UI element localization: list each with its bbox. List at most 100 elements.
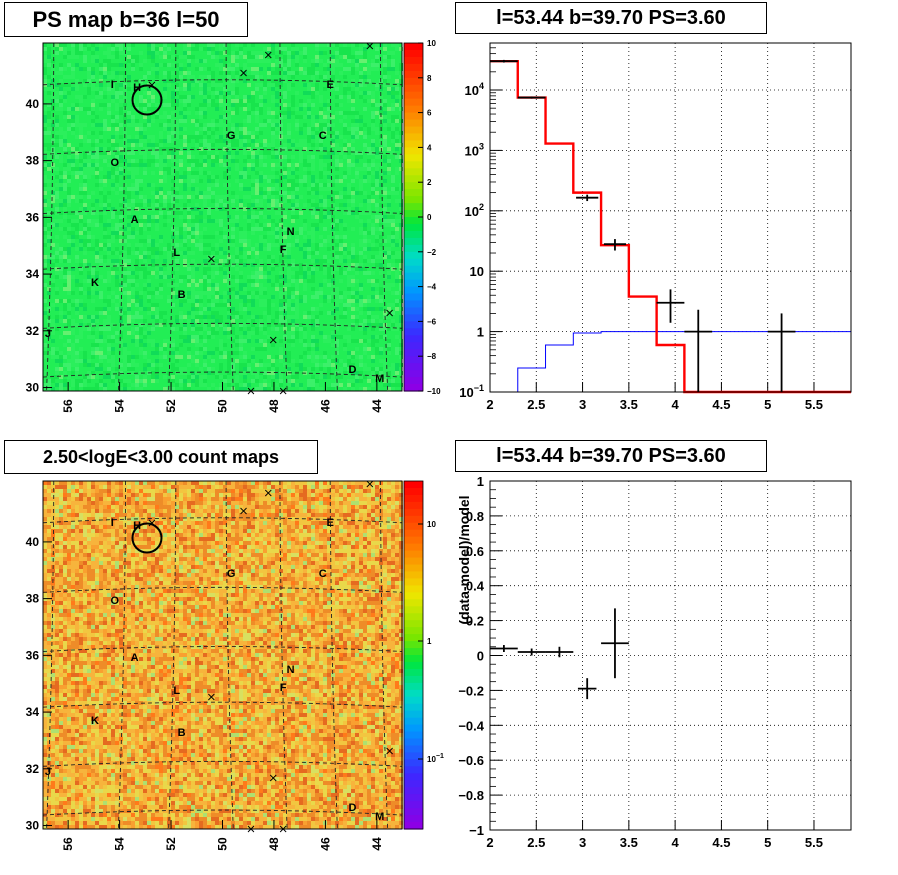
grid-meridian [168, 42, 177, 392]
source-cross-marker [366, 480, 374, 488]
map-y-tick-label: 38 [26, 592, 40, 606]
plot-frame [489, 42, 852, 393]
y-tick-label: −0.2 [458, 683, 484, 698]
grid-parallel [42, 208, 403, 214]
source-cross-marker [264, 51, 272, 59]
y-tick-label: 104 [465, 81, 484, 98]
y-tick-label: −0.6 [458, 753, 484, 768]
grid-meridian [168, 480, 177, 830]
map-x-tick-label: 46 [318, 399, 332, 413]
map-x-tick-label: 54 [113, 837, 127, 851]
source-label-b: B [178, 727, 186, 739]
colorbar-tick-label: 10 [427, 39, 436, 48]
map-y-tick-label: 30 [26, 819, 40, 833]
x-tick-label: 4 [672, 835, 680, 850]
grid-parallel [42, 760, 403, 767]
source-label-o: O [111, 595, 120, 607]
source-label-e: E [327, 79, 334, 91]
y-tick-label: 0 [477, 649, 484, 664]
y-tick-label: 10−1 [459, 383, 484, 400]
plot-area [490, 43, 851, 392]
grid-meridian [46, 42, 55, 392]
source-label-d: D [349, 364, 357, 376]
grid-meridian [380, 42, 389, 392]
x-tick-label: 2 [486, 835, 493, 850]
map-coordinate-grid [42, 42, 403, 392]
colorbar: 10 8 6 4 2 0 −2 −4 −6 −8 −10 [403, 39, 441, 396]
source-label-h: H [133, 520, 141, 532]
map-x-tick-label: 52 [164, 399, 178, 413]
x-tick-label: 5.5 [805, 835, 823, 850]
colorbar-tick-label: 10 [427, 520, 436, 529]
x-tick-label: 3 [579, 397, 586, 412]
source-label-a: A [131, 214, 139, 226]
y-tick-label: 1 [477, 474, 484, 489]
sky-map-3: A B C D E F G H I J K L M N O 56 54 52 50 48 46 44 30 32 34 36 38 4… [26, 480, 444, 851]
source-cross-marker [366, 42, 374, 50]
source-label-o: O [111, 157, 120, 169]
source-label-g: G [227, 568, 236, 580]
source-cross-marker [269, 774, 277, 782]
x-tick-label: 4 [672, 397, 680, 412]
y-tick-label: 0.8 [466, 509, 484, 524]
grid-parallel [42, 263, 403, 270]
y-tick-label: 0.4 [466, 579, 485, 594]
x-tick-label: 4.5 [712, 397, 730, 412]
colorbar-tick-label: −10 [427, 387, 441, 396]
source-label-c: C [319, 130, 327, 142]
colorbar-tick-label: 2 [427, 178, 432, 187]
map-y-tick-label: 30 [26, 381, 40, 395]
colorbar-frame [403, 480, 424, 830]
x-tick-label: 2 [486, 397, 493, 412]
grid-meridian [117, 480, 127, 830]
source-label-b: B [178, 289, 186, 301]
y-tick-label: −1 [469, 823, 484, 838]
colorbar-tick-label: −4 [427, 283, 437, 292]
y-tick-label: −0.8 [458, 788, 484, 803]
map-x-tick-label: 46 [318, 837, 332, 851]
colorbar-tick-label: 0 [427, 213, 432, 222]
colorbar-tick-label: 10−1 [427, 753, 444, 764]
y-tick-label: 102 [465, 202, 484, 219]
grid-meridian [380, 480, 389, 830]
source-cross-marker [208, 255, 215, 263]
x-tick-label: 4.5 [712, 835, 730, 850]
x-tick-label: 3 [579, 835, 586, 850]
colorbar-tick-label: 8 [427, 74, 432, 83]
source-label-k: K [91, 715, 99, 727]
source-label-e: E [327, 517, 334, 529]
source-cross-marker [264, 489, 272, 497]
grid-parallel [42, 701, 403, 708]
map-y-tick-label: 34 [26, 705, 40, 719]
x-tick-label: 5.5 [805, 397, 823, 412]
colorbar: 10 1 10−1 [403, 480, 444, 830]
point-source-circle [131, 84, 163, 116]
map-y-tick-label: 32 [26, 762, 40, 776]
map-pixels [43, 481, 403, 829]
map-x-tick-label: 50 [216, 837, 230, 851]
map-y-tick-label: 36 [26, 210, 40, 224]
source-label-k: K [91, 277, 99, 289]
grid-meridian [279, 42, 288, 392]
map-y-tick-label: 40 [26, 535, 40, 549]
source-label-i: I [111, 517, 114, 529]
map-y-tick-label: 40 [26, 97, 40, 111]
map-x-tick-label: 44 [370, 837, 384, 851]
source-label-j: J [45, 328, 51, 340]
map-y-tick-label: 36 [26, 648, 40, 662]
ps-map-title: PS map b=36 l=50 [4, 2, 248, 37]
map-x-tick-label: 56 [61, 837, 75, 851]
source-cross-marker [269, 336, 277, 344]
y-tick-label: 0.2 [466, 614, 484, 629]
source-cross-marker [386, 747, 393, 755]
plot-frame [489, 480, 852, 831]
source-label-a: A [131, 652, 139, 664]
source-cross-marker [240, 507, 247, 515]
grid-parallel [42, 586, 403, 593]
x-tick-label: 5 [764, 835, 771, 850]
map-x-tick-label: 56 [61, 399, 75, 413]
source-label-d: D [349, 802, 357, 814]
spectrum-plot: 2 2.5 3 3.5 4 4.5 5 5.5 10−1 1 10 102 103 104 [459, 42, 852, 412]
